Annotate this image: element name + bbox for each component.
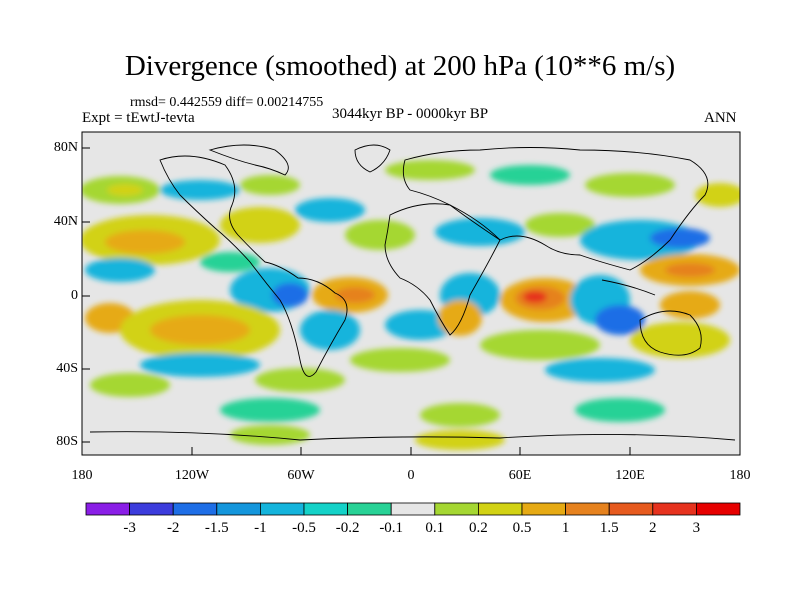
colorbar-label: -1	[254, 520, 267, 536]
x-tick-label: 180	[729, 468, 751, 483]
colorbar-label: 1.5	[599, 520, 619, 536]
colorbar-box	[259, 502, 305, 516]
colorbar-label: -0.2	[335, 520, 360, 536]
y-tick-label: 80S	[56, 434, 78, 449]
colorbar-box	[129, 502, 174, 516]
y-tick-label: 40S	[56, 361, 78, 376]
colorbar-label: -2	[166, 520, 180, 536]
x-tick-label: 120W	[174, 468, 210, 483]
period-label: 3044kyr BP - 0000kyr BP	[331, 106, 489, 122]
colorbar-box	[390, 502, 436, 516]
colorbar-box	[477, 502, 523, 516]
colorbar-box	[521, 502, 566, 516]
colorbar-label: -0.1	[379, 520, 404, 536]
x-tick-label: 60E	[508, 468, 532, 483]
colorbar-label: 0.2	[469, 520, 488, 536]
colorbar-box	[303, 502, 348, 516]
coastlines	[89, 144, 736, 441]
colorbar-label: 3	[692, 520, 701, 536]
colorbar-label: -1.5	[204, 520, 229, 536]
colorbar	[85, 502, 741, 516]
chart-title: Divergence (smoothed) at 200 hPa (10**6 …	[124, 50, 676, 82]
y-tick-label: 40N	[53, 214, 78, 229]
colorbar-label: 2	[649, 520, 657, 536]
colorbar-box	[434, 502, 479, 516]
y-tick-label: 80N	[53, 140, 78, 155]
x-tick-label: 180	[71, 468, 93, 483]
colorbar-box	[347, 502, 392, 516]
colorbar-label: -0.5	[292, 520, 316, 536]
colorbar-box	[172, 502, 218, 516]
x-tick-label: 60W	[287, 468, 315, 483]
colorbar-box	[85, 502, 130, 516]
colorbar-box	[216, 502, 261, 516]
colorbar-label: -3	[123, 520, 136, 536]
season-label: ANN	[704, 110, 737, 126]
x-tick-label: 0	[407, 468, 415, 483]
stats-label: rmsd= 0.442559 diff= 0.00214755	[130, 95, 324, 110]
y-tick-label: 0	[71, 288, 78, 303]
colorbar-label: 0.5	[512, 520, 532, 536]
colorbar-box	[565, 502, 610, 516]
colorbar-box	[652, 502, 697, 516]
experiment-label: Expt = tEwtJ-tevta	[82, 110, 195, 126]
x-tick-label: 120E	[615, 468, 645, 483]
axis-ticks	[81, 147, 741, 455]
colorbar-box	[608, 502, 654, 516]
colorbar-label: 1	[561, 520, 570, 536]
divergence-field	[82, 144, 740, 450]
colorbar-label: 0.1	[425, 520, 445, 536]
colorbar-box	[696, 502, 741, 516]
